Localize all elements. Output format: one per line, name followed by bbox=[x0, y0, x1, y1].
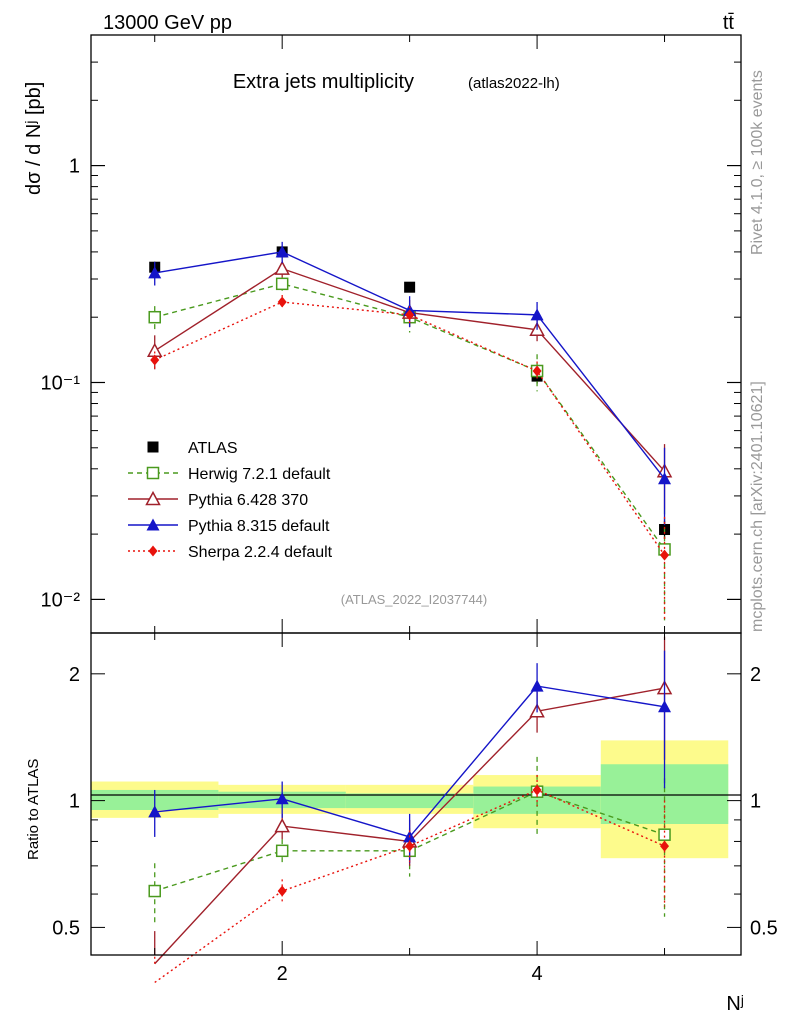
sherpa-2-2-4-default-point bbox=[660, 840, 670, 852]
sherpa-2-2-4-default-point bbox=[660, 549, 670, 561]
y-tick-label: 10⁻² bbox=[41, 589, 81, 611]
energy-label: 13000 GeV pp bbox=[103, 12, 232, 34]
herwig-7-2-1-default-legend-label: Herwig 7.2.1 default bbox=[188, 466, 331, 483]
pythia-8-315-default-legend-marker bbox=[146, 518, 160, 531]
pythia-8-315-default-point bbox=[530, 679, 544, 692]
herwig-7-2-1-default-point bbox=[148, 884, 161, 898]
pythia-6-428-370-point bbox=[274, 818, 290, 833]
herwig-7-2-1-default-point bbox=[148, 310, 161, 324]
main-axis-ticks: 1 10⁻¹ 10⁻² bbox=[41, 34, 741, 633]
pythia-6-428-370-legend-marker bbox=[145, 490, 161, 506]
pythia-6-428-370-point bbox=[274, 260, 290, 275]
analysis-watermark: (ATLAS_2022_I2037744) bbox=[341, 592, 487, 607]
ratio-y-tick-label-left: 2 bbox=[69, 664, 80, 686]
ratio-y-tick-label-right: 1 bbox=[750, 791, 761, 813]
atlas-legend-marker bbox=[147, 441, 159, 453]
sherpa-2-2-4-default-point bbox=[405, 309, 415, 321]
sherpa-2-2-4-default-point bbox=[277, 296, 287, 308]
ratio-series-group bbox=[148, 636, 673, 984]
atlas-point bbox=[404, 281, 416, 293]
ratio-y-tick-label-left: 1 bbox=[69, 791, 80, 813]
pythia-8-315-default-point bbox=[658, 472, 672, 485]
ratio-y-tick-label-right: 0.5 bbox=[750, 917, 778, 939]
plot-title: Extra jets multiplicity bbox=[233, 71, 414, 93]
sherpa-2-2-4-default-legend-marker bbox=[148, 545, 158, 557]
x-axis-label: Nʲ bbox=[726, 993, 744, 1015]
process-label: tt̄ bbox=[723, 12, 735, 34]
herwig-7-2-1-default-legend-marker bbox=[146, 466, 160, 480]
pythia-8-315-default-point bbox=[530, 308, 544, 321]
ratio-frame bbox=[90, 632, 742, 956]
atlas-legend-label: ATLAS bbox=[188, 440, 238, 457]
herwig-7-2-1-default-point bbox=[275, 277, 289, 291]
sherpa-2-2-4-default-point bbox=[277, 885, 287, 897]
sherpa-2-2-4-default-point bbox=[532, 365, 542, 377]
rivet-label: Rivet 4.1.0, ≥ 100k events bbox=[749, 70, 766, 255]
sherpa-2-2-4-default-point bbox=[532, 784, 542, 796]
ratio-y-tick-label-left: 0.5 bbox=[52, 917, 80, 939]
x-tick-label: 4 bbox=[532, 963, 543, 985]
pythia-8-315-default-legend-label: Pythia 8.315 default bbox=[188, 518, 330, 535]
y-axis-label: dσ / d Nʲ [pb] bbox=[23, 82, 45, 195]
pythia-8-315-default-point bbox=[658, 700, 672, 713]
pythia-8-315-default-point bbox=[148, 805, 162, 818]
herwig-7-2-1-default-point bbox=[658, 828, 671, 841]
inner-uncertainty-band bbox=[345, 793, 474, 809]
ratio-y-tick-label-right: 2 bbox=[750, 664, 761, 686]
ratio-y-label: Ratio to ATLAS bbox=[25, 759, 42, 860]
main-series-group bbox=[146, 241, 673, 621]
sherpa-2-2-4-default-point bbox=[150, 354, 160, 366]
pythia-8-315-default-point bbox=[148, 266, 162, 279]
x-tick-label: 2 bbox=[277, 963, 288, 985]
sherpa-2-2-4-default-point bbox=[405, 840, 415, 852]
pythia-8-315-default-point bbox=[275, 792, 289, 805]
site-label: mcplots.cern.ch [arXiv:2401.10621] bbox=[749, 381, 766, 632]
y-tick-label: 10⁻¹ bbox=[41, 372, 81, 394]
ratio-axis-ticks: 0.5 0.5 1 1 2 2 bbox=[52, 633, 778, 955]
herwig-7-2-1-default-point bbox=[275, 844, 289, 858]
sherpa-2-2-4-default-legend-label: Sherpa 2.2.4 default bbox=[188, 544, 333, 561]
plot-subtitle: (atlas2022-lh) bbox=[468, 75, 560, 92]
legend: ATLAS Herwig 7.2.1 default Pythia 6.428 37… bbox=[128, 440, 333, 561]
pythia-8-315-default-point bbox=[275, 245, 289, 258]
pythia-6-428-370-legend-label: Pythia 6.428 370 bbox=[188, 492, 308, 509]
y-tick-label: 1 bbox=[69, 156, 80, 178]
